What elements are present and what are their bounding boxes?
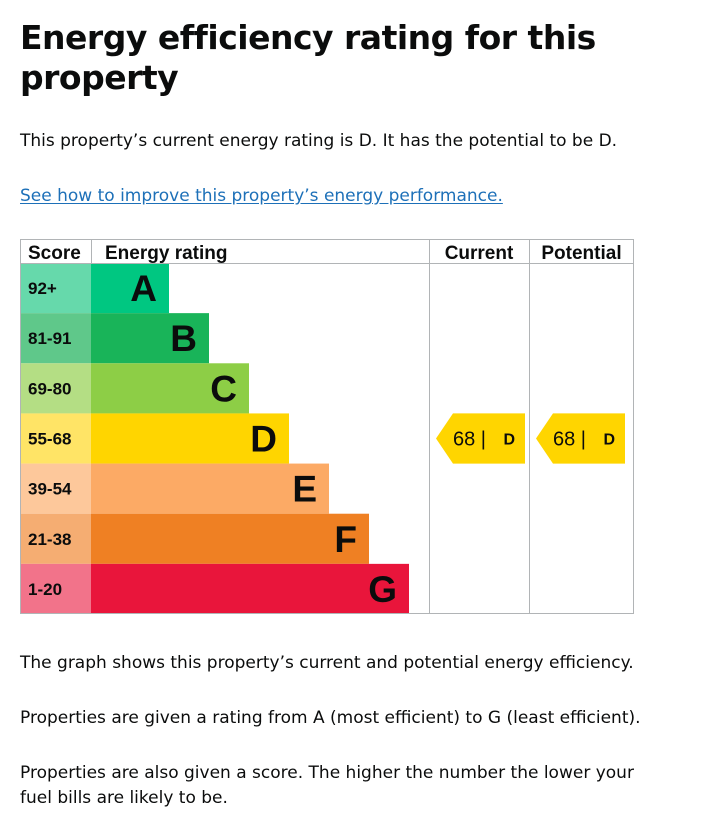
score-cell-e	[20, 463, 91, 514]
rating-letter-g: G	[368, 569, 397, 610]
rating-letter-e: E	[292, 469, 317, 510]
score-description: Properties are also given a score. The h…	[20, 763, 634, 808]
score-range-c: 69-80	[28, 379, 71, 398]
current-arrow	[436, 413, 525, 464]
intro-text: This property’s current energy rating is…	[20, 131, 618, 151]
rating-bar-f	[91, 513, 369, 564]
score-range-g: 1-20	[28, 580, 62, 599]
page-title: Energy efficiency rating for this proper…	[20, 18, 596, 97]
header-energy-rating: Energy rating	[105, 243, 227, 264]
current-rating-letter: D	[503, 432, 515, 449]
header-current: Current	[445, 243, 514, 264]
potential-arrow	[536, 413, 625, 464]
score-cell-f	[20, 513, 91, 564]
score-range-a: 92+	[28, 279, 57, 298]
score-range-b: 81-91	[28, 329, 71, 348]
graph-description: The graph shows this property’s current …	[20, 653, 634, 673]
improve-performance-link[interactable]: See how to improve this property’s energ…	[20, 186, 503, 206]
rating-description: Properties are given a rating from A (mo…	[20, 708, 641, 728]
rating-bar-b	[91, 313, 209, 364]
score-cell-a	[20, 263, 91, 314]
score-cell-b	[20, 313, 91, 364]
potential-score-label: 68 |	[553, 429, 586, 451]
score-cell-g	[20, 563, 91, 614]
rating-bar-a	[91, 263, 169, 314]
score-cell-d	[20, 413, 91, 464]
rating-bar-d	[91, 413, 289, 464]
rating-letter-c: C	[210, 368, 237, 409]
rating-letter-d: D	[250, 419, 277, 460]
score-range-f: 21-38	[28, 530, 71, 549]
header-score: Score	[28, 243, 81, 264]
rating-bar-c	[91, 363, 249, 414]
rating-letter-a: A	[130, 268, 157, 309]
rating-letter-b: B	[170, 318, 197, 359]
score-range-e: 39-54	[28, 480, 72, 499]
rating-bar-g	[91, 563, 409, 614]
chart-border	[20, 239, 634, 614]
score-cell-c	[20, 363, 91, 414]
rating-bar-e	[91, 463, 329, 514]
score-range-d: 55-68	[28, 430, 71, 449]
header-potential: Potential	[541, 243, 621, 264]
rating-letter-f: F	[334, 519, 357, 560]
potential-rating-letter: D	[603, 432, 615, 449]
current-score-label: 68 |	[453, 429, 486, 451]
